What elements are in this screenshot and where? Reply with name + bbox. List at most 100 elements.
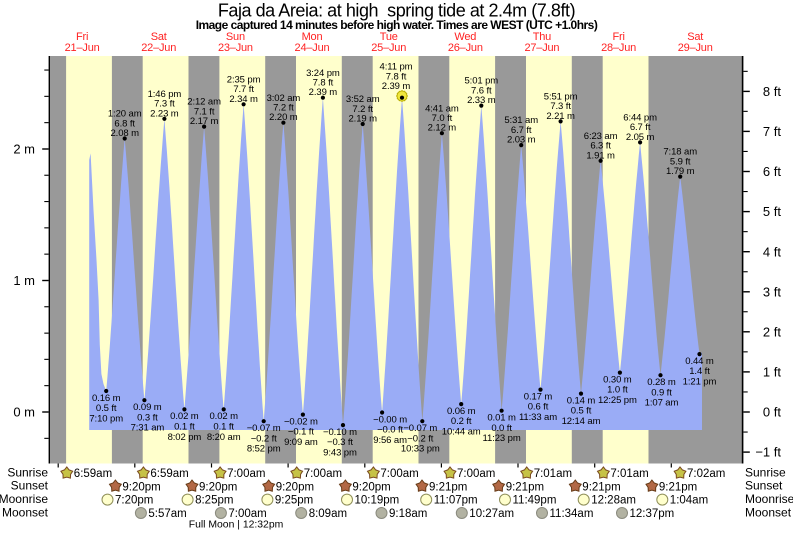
svg-text:25–Jun: 25–Jun [371, 42, 406, 54]
svg-text:0.02 m: 0.02 m [170, 411, 199, 422]
svg-text:Sat: Sat [687, 31, 703, 43]
svg-text:8:52 pm: 8:52 pm [247, 444, 281, 455]
svg-text:8:09am: 8:09am [309, 508, 347, 520]
svg-text:1 ft: 1 ft [763, 365, 781, 380]
svg-text:9:20pm: 9:20pm [276, 481, 314, 493]
svg-text:5:01 pm: 5:01 pm [464, 76, 498, 87]
svg-text:7 ft: 7 ft [763, 124, 781, 139]
svg-text:2.34 m: 2.34 m [229, 94, 258, 105]
svg-text:7:01am: 7:01am [610, 468, 648, 480]
svg-text:Fri: Fri [76, 31, 88, 43]
svg-text:9:21pm: 9:21pm [429, 481, 467, 493]
svg-text:−0.07 m: −0.07 m [247, 423, 281, 434]
svg-text:10:33 pm: 10:33 pm [401, 444, 440, 455]
svg-text:−0.00 m: −0.00 m [373, 414, 407, 425]
svg-text:5 ft: 5 ft [763, 204, 781, 219]
svg-text:0 m: 0 m [13, 405, 35, 420]
svg-text:0.17 m: 0.17 m [524, 391, 553, 402]
svg-text:0 ft: 0 ft [763, 405, 781, 420]
svg-text:11:33 am: 11:33 am [519, 412, 557, 423]
svg-text:Mon: Mon [302, 31, 323, 43]
svg-text:7:00am: 7:00am [227, 468, 265, 480]
svg-text:1.0 ft: 1.0 ft [607, 385, 628, 396]
svg-text:1 m: 1 m [13, 273, 35, 288]
svg-text:9:21pm: 9:21pm [506, 481, 544, 493]
svg-text:0.16 m: 0.16 m [92, 393, 121, 404]
svg-text:7:31 am: 7:31 am [131, 423, 165, 434]
svg-text:2.39 m: 2.39 m [382, 81, 411, 92]
svg-text:3 ft: 3 ft [763, 284, 781, 299]
svg-text:9:21pm: 9:21pm [659, 481, 697, 493]
svg-text:2.39 m: 2.39 m [309, 87, 338, 98]
svg-text:0.0 ft: 0.0 ft [491, 423, 512, 434]
svg-text:7.2 ft: 7.2 ft [352, 104, 373, 115]
svg-text:Fri: Fri [612, 31, 624, 43]
svg-text:8:02 pm: 8:02 pm [168, 432, 202, 443]
svg-text:−0.10 m: −0.10 m [323, 427, 357, 438]
svg-text:7.7 ft: 7.7 ft [233, 84, 254, 95]
svg-text:5:51 pm: 5:51 pm [544, 92, 578, 103]
svg-text:7:01am: 7:01am [534, 468, 572, 480]
svg-text:11:23 pm: 11:23 pm [483, 433, 521, 444]
svg-text:0.30 m: 0.30 m [603, 374, 632, 385]
svg-text:7.3 ft: 7.3 ft [154, 99, 175, 110]
svg-text:2.12 m: 2.12 m [428, 123, 457, 134]
svg-text:6.8 ft: 6.8 ft [114, 118, 135, 129]
svg-text:6.7 ft: 6.7 ft [511, 125, 532, 136]
svg-text:0.06 m: 0.06 m [447, 406, 476, 417]
svg-text:1.91 m: 1.91 m [586, 150, 615, 161]
svg-text:2.33 m: 2.33 m [467, 95, 496, 106]
svg-text:2.08 m: 2.08 m [110, 128, 139, 139]
svg-text:4 ft: 4 ft [763, 244, 781, 259]
svg-text:0.1 ft: 0.1 ft [213, 422, 234, 433]
svg-text:9:09 am: 9:09 am [284, 437, 318, 448]
svg-text:2.05 m: 2.05 m [626, 132, 655, 143]
svg-text:7.2 ft: 7.2 ft [273, 103, 294, 114]
svg-text:0.3 ft: 0.3 ft [137, 412, 158, 423]
svg-text:0.1 ft: 0.1 ft [174, 422, 195, 433]
svg-text:0.01 m: 0.01 m [487, 413, 516, 424]
svg-text:6:44 pm: 6:44 pm [623, 113, 657, 124]
svg-text:7:00am: 7:00am [304, 468, 342, 480]
svg-text:6.3 ft: 6.3 ft [590, 141, 611, 152]
svg-text:26–Jun: 26–Jun [448, 42, 483, 54]
svg-text:−0.07 m: −0.07 m [403, 423, 437, 434]
svg-text:Full Moon | 12:32pm: Full Moon | 12:32pm [189, 520, 284, 531]
svg-text:−0.3 ft: −0.3 ft [327, 437, 353, 448]
svg-text:0.6 ft: 0.6 ft [528, 402, 549, 413]
svg-text:Sunrise: Sunrise [7, 465, 48, 479]
svg-text:3:02 am: 3:02 am [267, 93, 301, 104]
svg-text:8 ft: 8 ft [763, 84, 781, 99]
svg-text:6:59am: 6:59am [74, 468, 112, 480]
svg-text:5.9 ft: 5.9 ft [670, 156, 691, 167]
svg-text:5:57am: 5:57am [148, 508, 186, 520]
svg-text:11:07pm: 11:07pm [434, 495, 478, 507]
svg-text:12:37pm: 12:37pm [630, 508, 675, 520]
svg-text:0.02 m: 0.02 m [209, 411, 238, 422]
svg-text:7:00am: 7:00am [457, 468, 495, 480]
svg-text:7.8 ft: 7.8 ft [313, 78, 334, 89]
svg-text:2 m: 2 m [13, 142, 35, 157]
svg-text:−0.2 ft: −0.2 ft [407, 433, 433, 444]
svg-text:7:00am: 7:00am [228, 508, 266, 520]
svg-text:12:28am: 12:28am [591, 495, 636, 507]
svg-text:2.20 m: 2.20 m [269, 112, 298, 123]
svg-text:Moonset: Moonset [745, 506, 792, 520]
svg-text:1:20 am: 1:20 am [108, 109, 142, 120]
svg-text:Sunset: Sunset [11, 479, 49, 493]
svg-text:1.79 m: 1.79 m [666, 166, 695, 177]
svg-text:2.23 m: 2.23 m [150, 108, 179, 119]
svg-text:Moonrise: Moonrise [745, 492, 793, 506]
svg-text:−0.2 ft: −0.2 ft [251, 433, 277, 444]
svg-text:−0.02 m: −0.02 m [284, 416, 318, 427]
svg-text:10:27am: 10:27am [469, 508, 514, 520]
svg-text:Sunset: Sunset [745, 479, 783, 493]
svg-text:Tue: Tue [380, 31, 398, 43]
svg-text:27–Jun: 27–Jun [524, 42, 559, 54]
svg-text:Thu: Thu [533, 31, 551, 43]
svg-text:2:35 pm: 2:35 pm [227, 74, 261, 85]
svg-text:29–Jun: 29–Jun [678, 42, 713, 54]
svg-text:Moonset: Moonset [2, 506, 49, 520]
svg-text:Sunrise: Sunrise [745, 465, 786, 479]
svg-text:1:07 am: 1:07 am [645, 398, 679, 409]
